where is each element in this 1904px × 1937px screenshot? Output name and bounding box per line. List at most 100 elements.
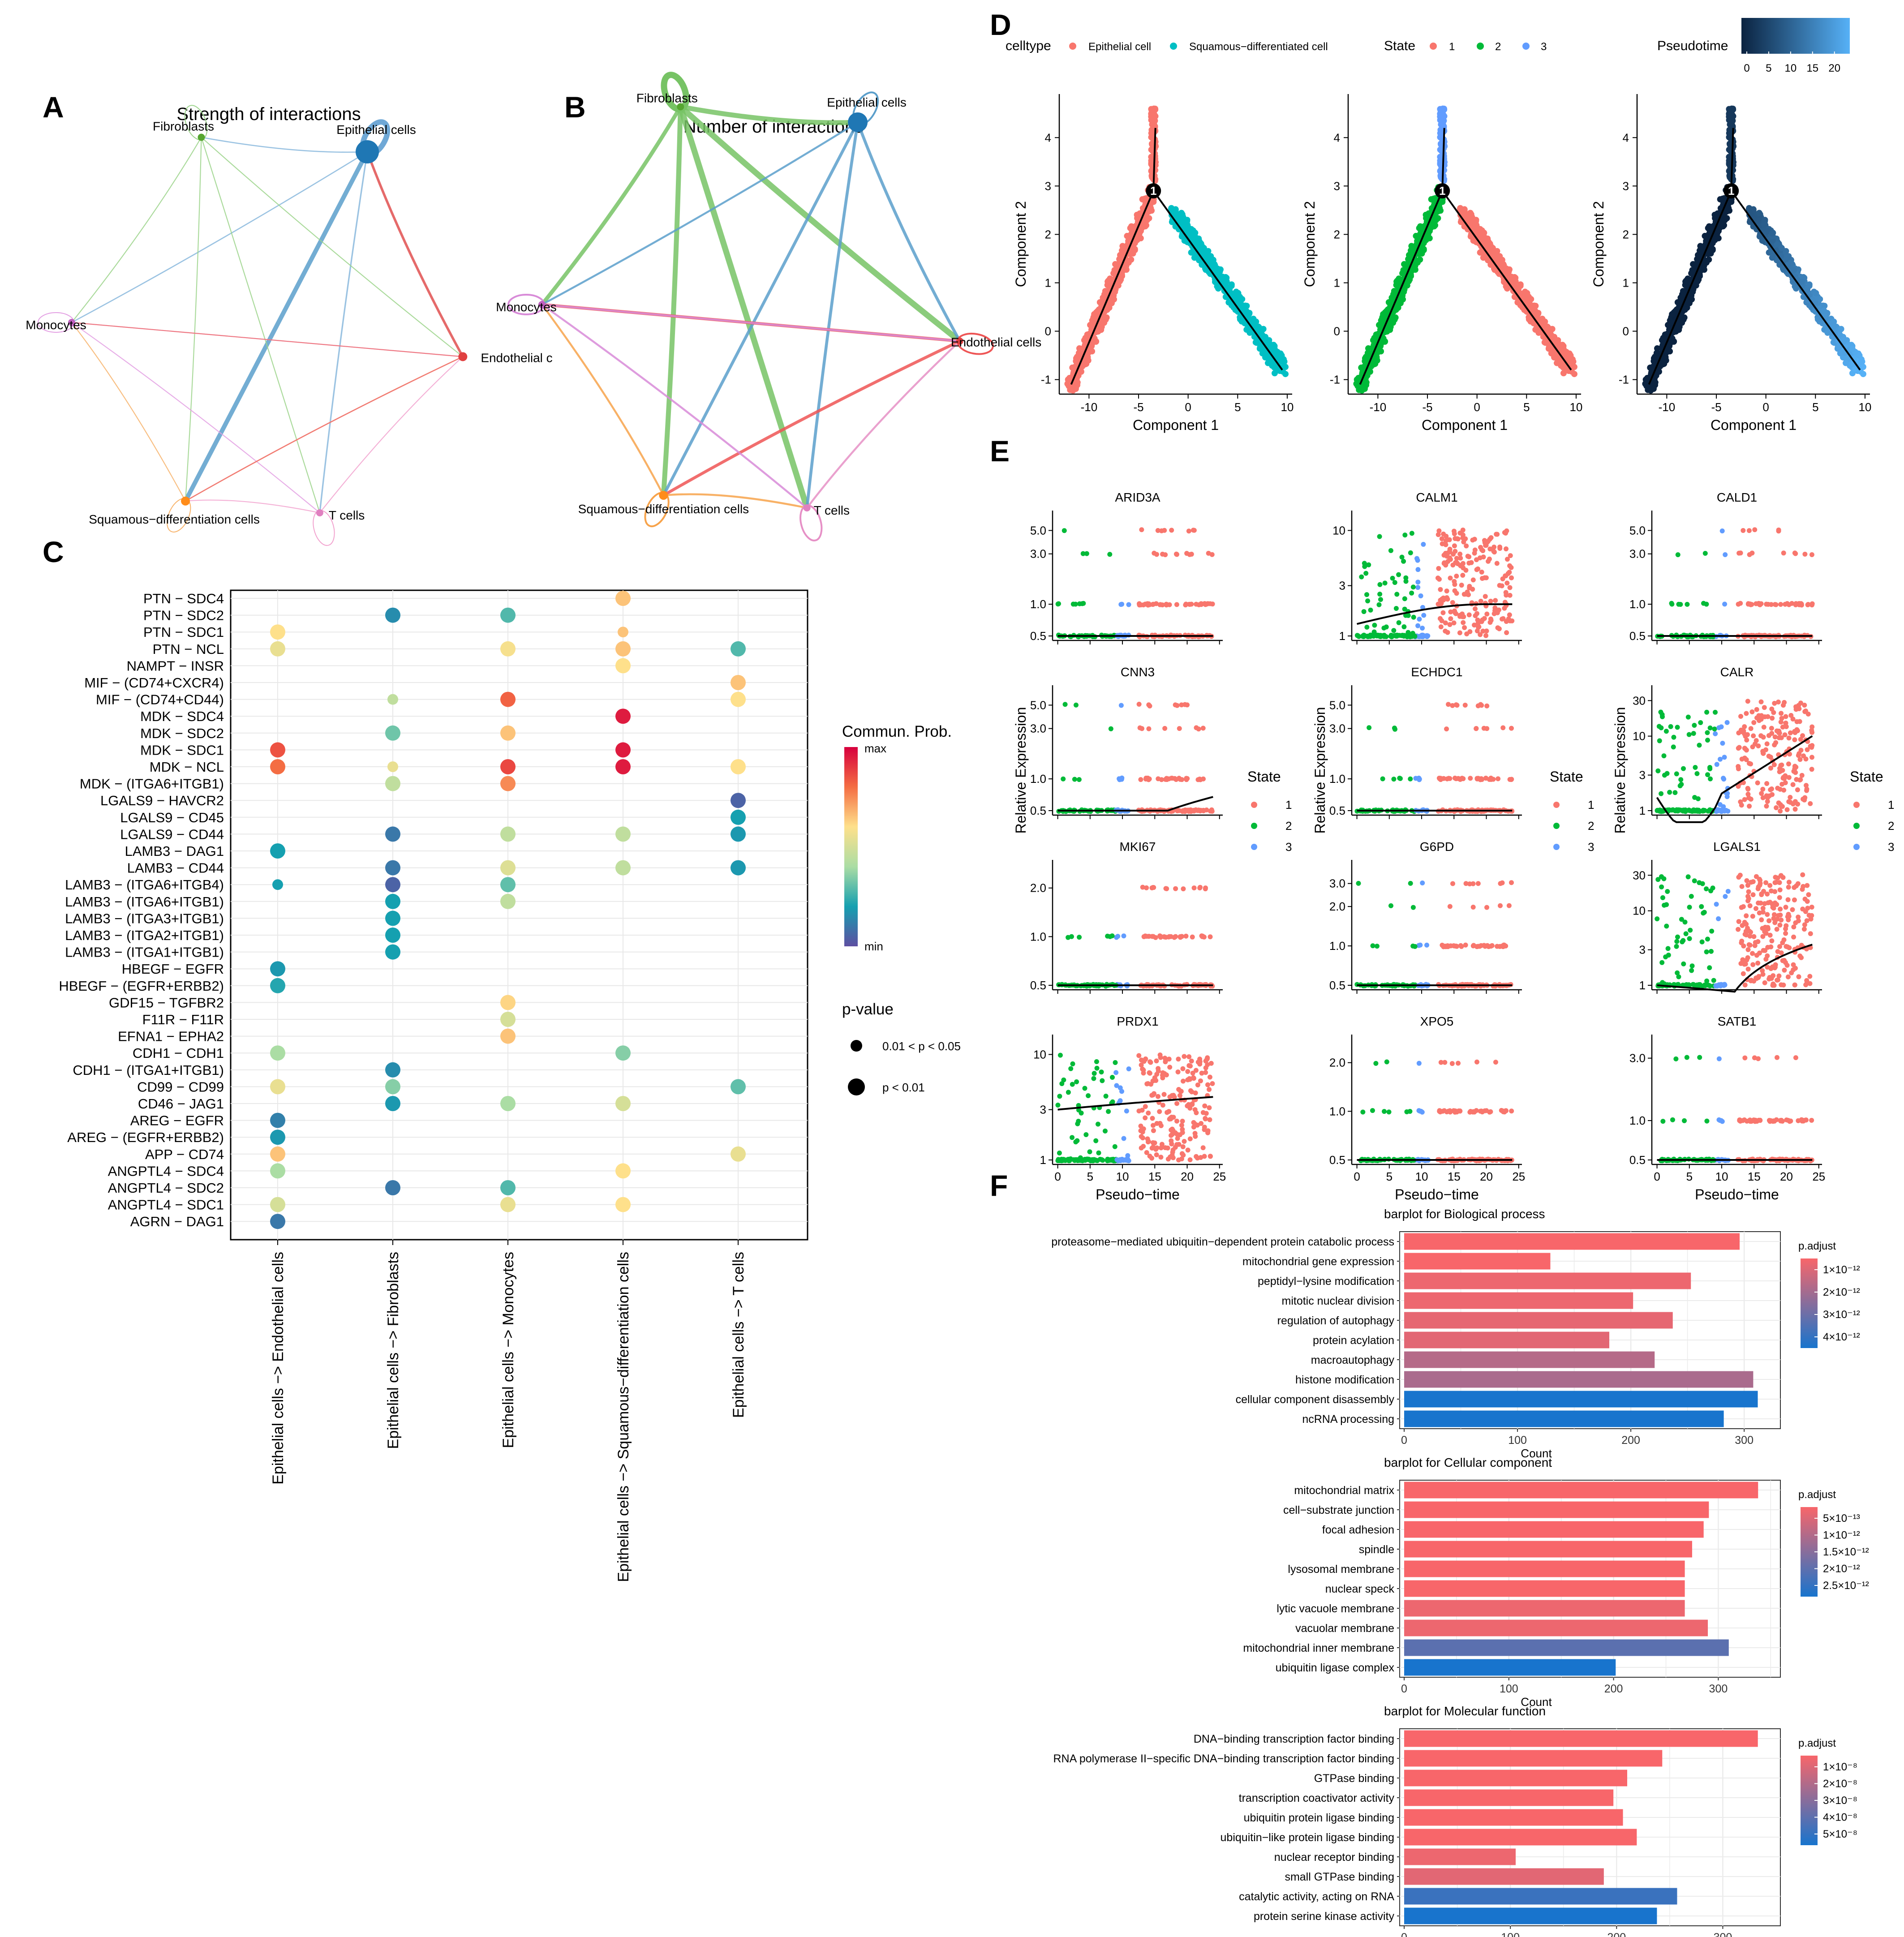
expression-point	[1476, 624, 1482, 630]
network-node	[677, 103, 684, 111]
trajectory-point	[1274, 365, 1281, 372]
expression-point	[1177, 808, 1182, 813]
trajectory-point	[1387, 319, 1393, 326]
expression-point	[1470, 537, 1475, 543]
expression-point	[1461, 539, 1466, 545]
expression-point	[1502, 606, 1507, 611]
expression-point	[1460, 535, 1466, 541]
y-tick-label: 1	[1334, 276, 1340, 289]
expression-point	[1484, 611, 1490, 617]
expression-point	[1747, 552, 1752, 557]
network-node-label: Squamous−differentiation cells	[578, 502, 749, 516]
trajectory-point	[1152, 117, 1158, 124]
trajectory-point	[1425, 230, 1431, 237]
expression-point	[1191, 528, 1196, 533]
expression-point	[1444, 588, 1449, 594]
expression-point	[1147, 703, 1152, 709]
expression-point	[1479, 547, 1484, 552]
legend-state-dot-1	[1430, 43, 1437, 50]
legend-celltype-title: celltype	[1006, 39, 1051, 53]
expression-point	[1439, 601, 1444, 606]
network-edge	[541, 121, 859, 305]
pvalue-legend-title: p-value	[842, 1001, 894, 1018]
network-edge	[542, 303, 960, 342]
y-tick-label: 1	[1045, 276, 1051, 289]
expression-point	[1439, 536, 1444, 541]
expression-point	[1504, 546, 1509, 552]
trajectory-point	[1831, 323, 1837, 330]
branch-point-label: 1	[1439, 184, 1445, 198]
trajectory-point	[1663, 357, 1669, 364]
dotplot-row-label: AREG − (EGFR+ERBB2)	[67, 1130, 224, 1145]
trajectory-point	[1676, 323, 1683, 330]
network-edge	[678, 104, 962, 344]
expression-point	[1139, 726, 1144, 731]
expression-point	[1736, 550, 1742, 556]
trajectory-point	[1389, 295, 1396, 302]
expression-point	[1187, 552, 1192, 557]
y-tick-label: 1.0	[1329, 772, 1345, 786]
trajectory-point	[1280, 359, 1287, 365]
network-b: Epithelial cellsFibroblastsMonocytesEndo…	[496, 72, 1041, 541]
expression-point	[1448, 609, 1453, 614]
expression-point	[1745, 601, 1751, 607]
x-tick-label: 0	[1474, 400, 1480, 414]
y-tick-label: -1	[1619, 373, 1629, 387]
pseudotime-tick-label: 5	[1766, 62, 1771, 74]
x-axis-label: Component 1	[1422, 417, 1508, 433]
dotplot-point	[270, 843, 285, 859]
expression-point	[1507, 563, 1513, 568]
branch-point-label: 1	[1150, 184, 1156, 198]
y-tick-label: 0.5	[1030, 804, 1046, 817]
trajectory-point	[1858, 359, 1865, 365]
trajectory-point	[1821, 307, 1827, 314]
network-edge	[71, 322, 186, 502]
gene-title: ECHDC1	[1411, 665, 1462, 679]
trajectory-point	[1258, 343, 1265, 350]
dotplot-point	[270, 1214, 285, 1229]
expression-point	[1452, 579, 1457, 584]
expression-point	[1408, 776, 1413, 782]
trajectory-point	[1849, 346, 1856, 352]
trajectory-point	[1723, 208, 1730, 215]
expression-point	[1394, 592, 1400, 597]
network-node	[316, 509, 323, 517]
trajectory-point	[1141, 221, 1148, 228]
expression-point	[1156, 776, 1161, 782]
expression-point	[1454, 573, 1459, 579]
expression-point	[1678, 601, 1683, 607]
dotplot-point	[500, 759, 516, 774]
expression-point	[1437, 616, 1443, 621]
dotplot-point	[615, 860, 631, 876]
dotplot-point	[385, 928, 400, 943]
x-tick-label: -5	[1422, 400, 1432, 414]
dotplot-row-label: ANGPTL4 − SDC4	[108, 1163, 224, 1179]
trajectory-point	[1681, 306, 1688, 313]
expression-point	[1488, 598, 1493, 604]
dotplot-point	[385, 1062, 400, 1078]
expression-point	[1802, 551, 1808, 557]
expression-point	[1474, 557, 1479, 563]
dotplot-point	[270, 961, 285, 977]
branch-point	[1146, 183, 1161, 199]
network-node	[356, 140, 379, 163]
dotplot-point	[615, 1197, 631, 1212]
dotplot-row-label: LGALS9 − CD44	[120, 826, 224, 842]
y-tick-label: 3	[1045, 179, 1051, 193]
network-edge	[201, 137, 320, 513]
trajectory-point	[1243, 302, 1250, 309]
dotplot-point	[500, 893, 516, 909]
trajectory-point	[1467, 210, 1474, 216]
expression-point	[1504, 619, 1509, 624]
network-edge	[71, 151, 368, 323]
trajectory-point	[1813, 290, 1819, 296]
expression-point	[1169, 775, 1174, 781]
y-tick-label: 5.0	[1030, 524, 1046, 537]
dotplot-row-label: F11R − F11R	[142, 1012, 224, 1027]
y-axis-label: Component 2	[1013, 201, 1029, 287]
expression-point	[1145, 776, 1150, 781]
trajectory-point	[1806, 281, 1813, 288]
expression-point	[1509, 618, 1515, 623]
trajectory-point	[1253, 323, 1259, 330]
pvalue-legend-dot-small	[851, 1040, 862, 1052]
